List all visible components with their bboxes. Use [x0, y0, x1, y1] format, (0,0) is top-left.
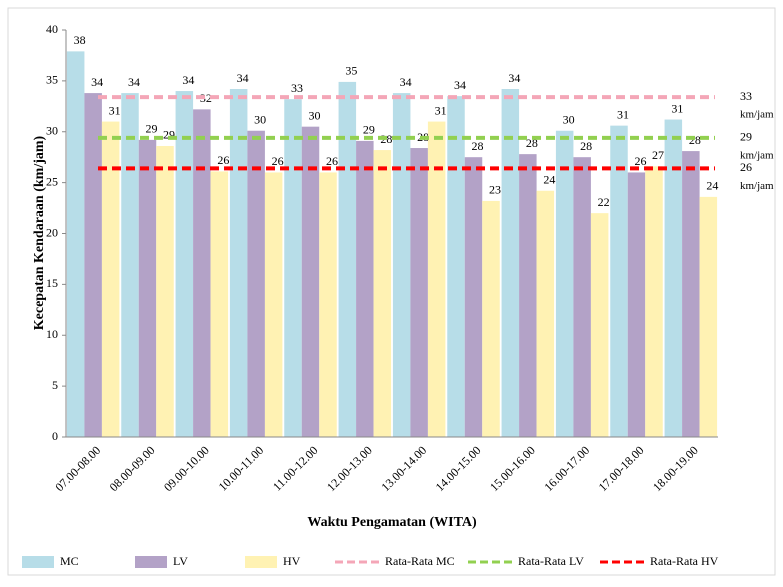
data-label: 26 — [272, 154, 284, 168]
data-label: 31 — [109, 103, 121, 117]
y-tick-label: 20 — [46, 225, 58, 239]
data-label: 38 — [74, 33, 86, 47]
data-label: 34 — [237, 71, 249, 85]
data-label: 26 — [326, 154, 338, 168]
bar — [356, 140, 374, 437]
data-label: 30 — [254, 112, 266, 126]
y-tick-label: 35 — [46, 73, 58, 87]
data-label: 26 — [217, 153, 229, 167]
data-label: 34 — [91, 75, 103, 89]
data-label: 31 — [435, 103, 447, 117]
data-label: 34 — [182, 73, 194, 87]
bar — [447, 96, 465, 437]
data-label: 24 — [543, 173, 555, 187]
bar — [373, 150, 392, 437]
bar — [610, 125, 628, 438]
data-label: 34 — [400, 75, 412, 89]
bar — [536, 190, 555, 437]
y-tick-label: 10 — [46, 327, 58, 341]
y-tick-label: 25 — [46, 174, 58, 188]
data-label: 28 — [472, 139, 484, 153]
legend-swatch — [22, 556, 54, 568]
bar — [501, 89, 520, 437]
bar — [627, 172, 646, 437]
bar — [590, 213, 609, 437]
legend-label: MC — [60, 554, 79, 568]
average-label: 33 — [740, 89, 752, 103]
data-label: 34 — [128, 75, 140, 89]
average-label: km/jam — [740, 149, 774, 161]
data-label: 30 — [563, 112, 575, 126]
bar — [392, 93, 411, 438]
data-label: 32 — [200, 91, 212, 105]
legend-label: Rata-Rata MC — [385, 554, 455, 568]
bar — [121, 93, 139, 438]
data-label: 23 — [489, 183, 501, 197]
bar — [682, 151, 700, 437]
data-label: 33 — [291, 81, 303, 95]
bar — [301, 126, 320, 437]
data-label: 31 — [671, 101, 683, 115]
bar — [664, 119, 683, 437]
bar — [264, 172, 283, 437]
bar — [645, 166, 663, 437]
y-tick-label: 5 — [52, 378, 58, 392]
data-label: 34 — [454, 78, 466, 92]
bar — [210, 171, 229, 437]
bar — [175, 91, 194, 438]
legend-swatch — [245, 556, 277, 568]
legend-label: LV — [173, 554, 188, 568]
y-axis-title: Kecepatan Kendaraan (km/jam) — [32, 135, 47, 330]
bar — [482, 200, 500, 437]
bar — [338, 81, 357, 437]
legend-label: Rata-Rata HV — [650, 554, 719, 568]
data-label: 29 — [146, 122, 158, 136]
bar — [66, 51, 85, 438]
bar — [573, 157, 591, 437]
y-tick-label: 30 — [46, 124, 58, 138]
average-label: 29 — [740, 130, 752, 144]
y-tick-label: 0 — [52, 429, 58, 443]
data-label: 29 — [363, 123, 375, 137]
data-label: 28 — [580, 139, 592, 153]
data-label: 31 — [617, 107, 629, 121]
data-label: 27 — [652, 148, 664, 162]
bar — [84, 93, 102, 438]
bar — [519, 154, 537, 437]
data-label: 30 — [309, 108, 321, 122]
bar — [247, 130, 265, 438]
bar — [193, 109, 211, 438]
legend-swatch — [135, 556, 167, 568]
bar — [410, 148, 428, 437]
bar — [555, 130, 574, 438]
bar — [699, 196, 718, 437]
legend-label: Rata-Rata LV — [518, 554, 584, 568]
y-tick-label: 15 — [46, 276, 58, 290]
bar — [156, 145, 174, 437]
bar — [464, 157, 483, 437]
bar — [319, 172, 337, 437]
average-label: km/jam — [740, 180, 774, 192]
bar — [229, 89, 248, 437]
data-label: 24 — [706, 179, 718, 193]
bar — [427, 121, 446, 437]
data-label: 34 — [508, 71, 520, 85]
y-tick-label: 40 — [46, 22, 58, 36]
data-label: 22 — [598, 195, 610, 209]
data-label: 26 — [635, 154, 647, 168]
x-axis-title: Waktu Pengamatan (WITA) — [307, 515, 477, 530]
bar — [284, 99, 302, 437]
average-label: 26 — [740, 160, 752, 174]
bar — [138, 139, 157, 437]
bar — [101, 121, 120, 437]
data-label: 35 — [345, 64, 357, 78]
average-label: km/jam — [740, 109, 774, 121]
legend-label: HV — [283, 554, 301, 568]
